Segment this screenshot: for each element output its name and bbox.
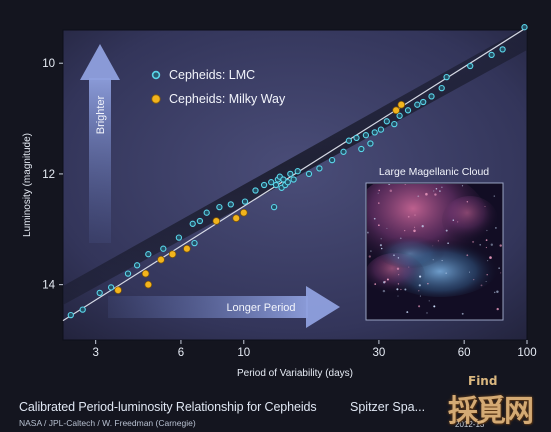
lmc-point bbox=[268, 179, 275, 186]
lmc-point bbox=[241, 198, 249, 205]
lmc-point bbox=[488, 51, 495, 59]
lmc-point bbox=[196, 217, 204, 225]
lmc-point bbox=[290, 176, 297, 183]
legend-label-milky-way: Cepheids: Milky Way bbox=[169, 92, 286, 106]
lmc-point bbox=[67, 311, 74, 319]
caption-date: 2012-13 bbox=[455, 420, 485, 429]
lmc-point bbox=[377, 126, 385, 133]
lmc-point bbox=[160, 245, 167, 252]
lmc-point bbox=[316, 165, 323, 172]
series-lmc bbox=[67, 24, 528, 319]
lmc-point bbox=[358, 145, 365, 153]
lmc-point bbox=[367, 140, 374, 147]
lmc-point bbox=[521, 24, 528, 31]
y-tick-label: 14 bbox=[42, 280, 55, 292]
lmc-point bbox=[305, 170, 313, 178]
lmc-point bbox=[438, 84, 445, 92]
y-axis-label: Luminosity (magnitude) bbox=[22, 133, 33, 237]
milky-way-point bbox=[212, 217, 221, 225]
lmc-point bbox=[404, 107, 412, 114]
y-tick-label: 10 bbox=[42, 58, 55, 70]
milky-way-point bbox=[183, 244, 191, 253]
lmc-point bbox=[428, 93, 435, 100]
lmc-point bbox=[280, 176, 287, 183]
inset-title: Large Magellanic Cloud bbox=[379, 166, 489, 178]
y-axis: 10 12 14 bbox=[42, 58, 63, 292]
lmc-point bbox=[284, 179, 291, 186]
fit-line bbox=[62, 26, 528, 322]
lmc-point bbox=[252, 187, 259, 194]
lmc-point bbox=[96, 289, 103, 297]
lmc-point bbox=[362, 132, 370, 139]
lmc-point bbox=[391, 120, 398, 128]
lmc-point bbox=[260, 181, 268, 189]
lmc-point bbox=[107, 284, 115, 291]
lmc-point bbox=[443, 73, 450, 81]
milky-way-point bbox=[392, 106, 400, 115]
lmc-point bbox=[340, 148, 347, 155]
lmc-point bbox=[133, 262, 141, 269]
y-tick-label: 12 bbox=[42, 169, 55, 181]
legend-marker-milky-way bbox=[151, 94, 161, 104]
x-tick-label: 6 bbox=[178, 347, 184, 359]
lmc-point bbox=[383, 118, 390, 125]
lmc-point bbox=[396, 112, 403, 119]
series-milky-way bbox=[114, 100, 406, 294]
lmc-point bbox=[467, 62, 474, 70]
lmc-point bbox=[371, 129, 378, 136]
lmc-point bbox=[175, 234, 183, 241]
lmc-point bbox=[345, 137, 353, 144]
lmc-point bbox=[499, 46, 506, 53]
milky-way-point bbox=[157, 255, 165, 264]
lmc-point bbox=[420, 98, 427, 106]
brighter-label: Brighter bbox=[95, 95, 107, 134]
milky-way-point bbox=[240, 208, 248, 217]
lmc-point bbox=[270, 203, 278, 211]
milky-way-point bbox=[232, 214, 240, 222]
longer-period-arrow: Longer Period bbox=[108, 286, 340, 328]
lmc-point bbox=[414, 101, 421, 108]
lmc-point bbox=[353, 134, 360, 142]
lmc-point bbox=[294, 168, 301, 175]
mission-label: Spitzer Spa... bbox=[350, 400, 426, 414]
milky-way-point bbox=[397, 100, 406, 109]
lmc-point bbox=[189, 220, 196, 227]
x-tick-label: 3 bbox=[92, 347, 98, 359]
milky-way-point bbox=[141, 269, 150, 278]
x-tick-label: 10 bbox=[237, 347, 250, 359]
lmc-point bbox=[216, 203, 223, 211]
x-tick-label: 60 bbox=[458, 347, 471, 359]
x-axis: 3 6 10 30 60 100 bbox=[92, 340, 537, 359]
figure-caption-title: Calibrated Period-luminosity Relationshi… bbox=[19, 400, 317, 414]
milky-way-point bbox=[144, 280, 153, 289]
watermark-sub: Find bbox=[468, 374, 498, 388]
longer-period-label: Longer Period bbox=[226, 302, 295, 314]
lmc-point bbox=[227, 201, 234, 208]
brighter-arrow: Brighter bbox=[80, 44, 120, 243]
watermark-logo: 採覓网 bbox=[448, 394, 534, 429]
lmc-image bbox=[367, 184, 502, 319]
lmc-point bbox=[191, 239, 198, 247]
milky-way-point bbox=[114, 286, 122, 294]
milky-way-point bbox=[168, 250, 177, 258]
lmc-point bbox=[272, 181, 280, 189]
x-tick-label: 30 bbox=[373, 347, 386, 359]
legend: Cepheids: LMC Cepheids: Milky Way bbox=[151, 68, 286, 106]
legend-label-lmc: Cepheids: LMC bbox=[169, 68, 255, 82]
x-tick-label: 100 bbox=[517, 347, 536, 359]
legend-marker-lmc bbox=[151, 70, 161, 80]
lmc-point bbox=[79, 306, 86, 313]
figure-credit: NASA / JPL-Caltech / W. Freedman (Carneg… bbox=[19, 418, 196, 428]
lmc-point bbox=[328, 156, 336, 164]
lmc-point bbox=[124, 270, 132, 277]
lmc-point bbox=[203, 209, 210, 216]
x-axis-label: Period of Variability (days) bbox=[237, 368, 353, 379]
lmc-point bbox=[287, 170, 294, 178]
lmc-inset: Large Magellanic Cloud bbox=[365, 166, 504, 321]
lmc-point bbox=[145, 251, 152, 258]
